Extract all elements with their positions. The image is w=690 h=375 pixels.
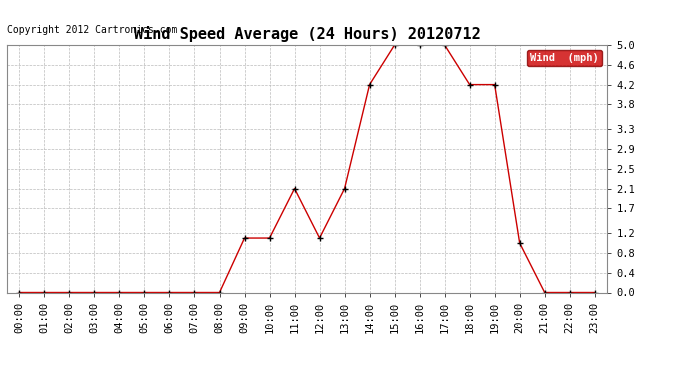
Text: Copyright 2012 Cartronics.com: Copyright 2012 Cartronics.com xyxy=(7,25,177,35)
Legend: Wind  (mph): Wind (mph) xyxy=(527,50,602,66)
Title: Wind Speed Average (24 Hours) 20120712: Wind Speed Average (24 Hours) 20120712 xyxy=(134,27,480,42)
